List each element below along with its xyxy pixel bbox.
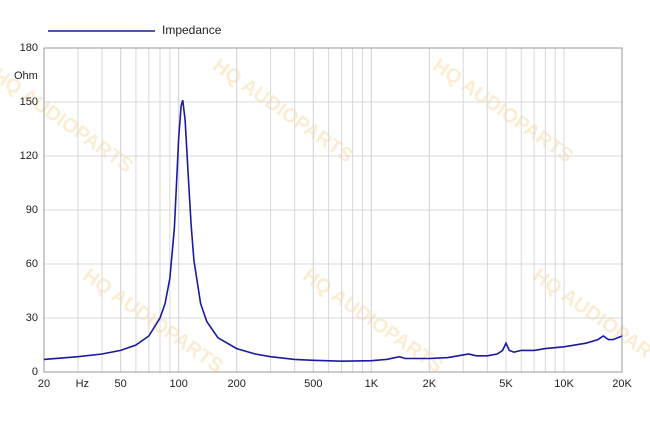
impedance-line (43, 99, 623, 363)
x-tick-label: 20K (612, 378, 632, 390)
x-tick-label: 50 (115, 378, 127, 390)
x-tick-label: 200 (227, 378, 245, 390)
x-axis-label: Hz (76, 378, 89, 390)
y-tick-label: 150 (20, 96, 38, 108)
watermark: HQ AUDIOPARTS (79, 265, 227, 378)
watermark: HQ AUDIOPARTS (429, 55, 577, 168)
legend-label: Impedance (162, 23, 222, 37)
y-tick-label: 180 (20, 42, 38, 54)
x-tick-label: 1K (365, 378, 379, 390)
plot-frame (43, 47, 623, 373)
watermark: HQ AUDIOPARTS (209, 55, 357, 168)
x-tick-label: 20 (38, 378, 50, 390)
x-tick-label: 2K (423, 378, 437, 390)
y-tick-label: 90 (26, 204, 38, 216)
x-tick-label: 5K (499, 378, 513, 390)
y-tick-label: 60 (26, 258, 38, 270)
y-tick-label: 0 (32, 366, 38, 378)
y-tick-label: 30 (26, 312, 38, 324)
watermark: HQ AUDIOPARTS (529, 265, 650, 378)
x-tick-label: 100 (169, 378, 187, 390)
x-tick-label: 10K (554, 378, 574, 390)
y-tick-label: 120 (20, 150, 38, 162)
x-tick-label: 500 (304, 378, 322, 390)
y-axis-label: Ohm (14, 70, 38, 82)
